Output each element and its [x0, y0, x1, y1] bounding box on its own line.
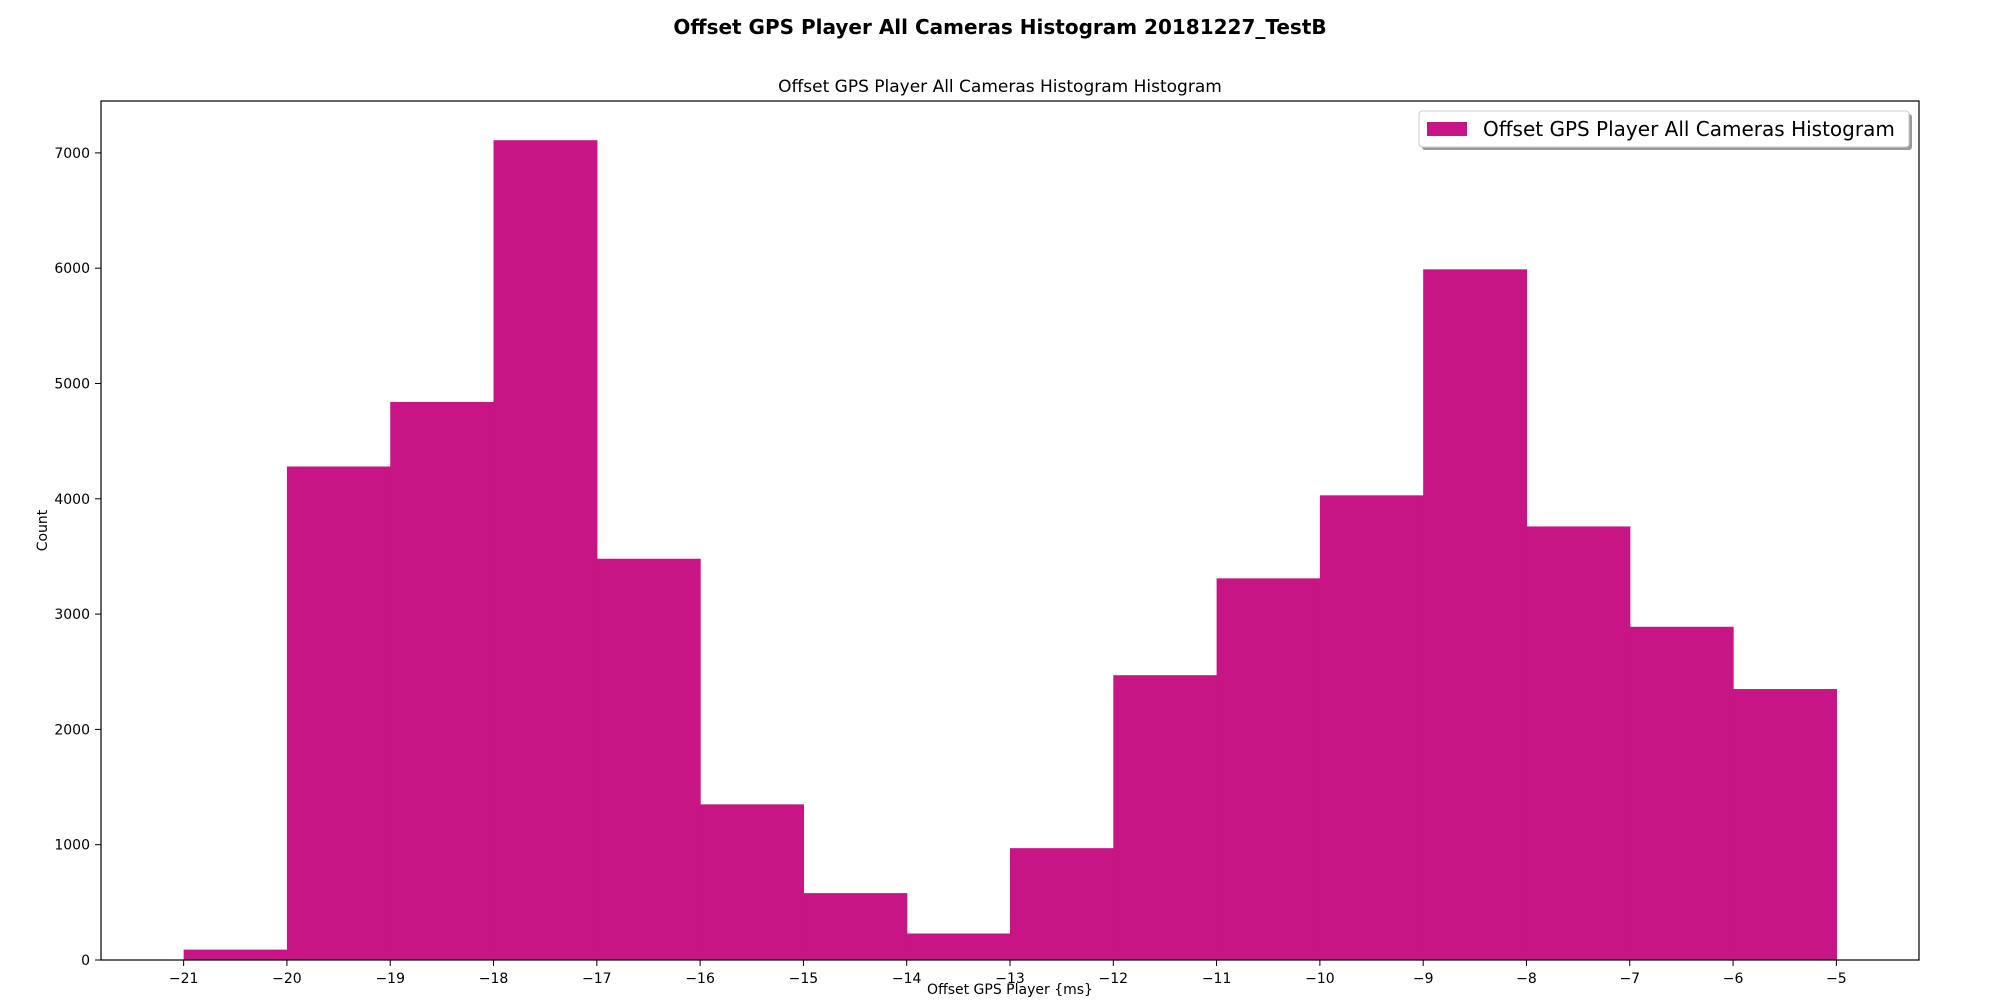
histogram-bar: [1733, 689, 1837, 960]
x-tick-label: −16: [685, 971, 715, 987]
bar-series: [183, 140, 1837, 961]
histogram-bar: [183, 949, 288, 960]
x-tick-label: −19: [375, 971, 405, 987]
y-axis: 0 1000 2000 3000 4000 5000 6000 7000: [54, 146, 101, 969]
histogram-bar: [1629, 626, 1734, 960]
x-tick-label: −6: [1723, 971, 1744, 987]
x-tick-label: −21: [169, 971, 199, 987]
x-axis-label: Offset GPS Player {ms}: [927, 982, 1093, 998]
y-tick-label: 3000: [54, 607, 90, 623]
x-tick-label: −9: [1413, 971, 1434, 987]
histogram-bar: [1010, 848, 1114, 960]
x-tick-label: −20: [272, 971, 302, 987]
y-tick-label: 6000: [54, 261, 90, 277]
x-tick-label: −14: [892, 971, 922, 987]
y-axis-label: Count: [35, 509, 51, 551]
x-tick-label: −11: [1202, 971, 1232, 987]
x-tick-label: −15: [789, 971, 819, 987]
histogram-bar: [700, 804, 805, 960]
legend: Offset GPS Player All Cameras Histogram: [1418, 110, 1912, 150]
histogram-bar: [596, 558, 701, 960]
histogram-bar: [1113, 675, 1218, 960]
figure-title: Offset GPS Player All Cameras Histogram …: [673, 15, 1326, 39]
histogram-bar: [1526, 526, 1631, 960]
y-tick-label: 4000: [54, 492, 90, 508]
x-tick-label: −7: [1619, 971, 1640, 987]
x-tick-label: −8: [1516, 971, 1537, 987]
histogram-bar: [1423, 269, 1528, 961]
histogram-bar: [1216, 578, 1321, 960]
x-tick-label: −5: [1826, 971, 1847, 987]
y-tick-label: 0: [81, 953, 90, 969]
x-tick-label: −10: [1305, 971, 1335, 987]
y-tick-label: 1000: [54, 838, 90, 854]
histogram-bar: [1319, 495, 1424, 960]
axes-title: Offset GPS Player All Cameras Histogram …: [778, 77, 1222, 97]
y-tick-label: 2000: [54, 722, 90, 738]
legend-swatch: [1427, 122, 1467, 136]
histogram-bar: [906, 933, 1011, 960]
histogram-bar: [493, 140, 598, 960]
plot-area: −21 −20 −19 −18 −17 −16 −15 −14 −13 −12 −11 −10 −9 −8…: [54, 100, 1920, 987]
histogram-bar: [390, 401, 495, 960]
y-tick-label: 5000: [54, 376, 90, 392]
legend-label: Offset GPS Player All Cameras Histogram: [1483, 117, 1895, 141]
histogram-bar: [803, 893, 908, 960]
x-tick-label: −12: [1099, 971, 1129, 987]
y-tick-label: 7000: [54, 146, 90, 162]
x-axis: −21 −20 −19 −18 −17 −16 −15 −14 −13 −12 −11 −10 −9 −8…: [169, 960, 1847, 987]
x-tick-label: −17: [582, 971, 612, 987]
x-tick-label: −18: [479, 971, 509, 987]
x-tick-label: −13: [995, 971, 1025, 987]
legend-box: [1418, 110, 1910, 148]
histogram-bar: [286, 466, 391, 960]
